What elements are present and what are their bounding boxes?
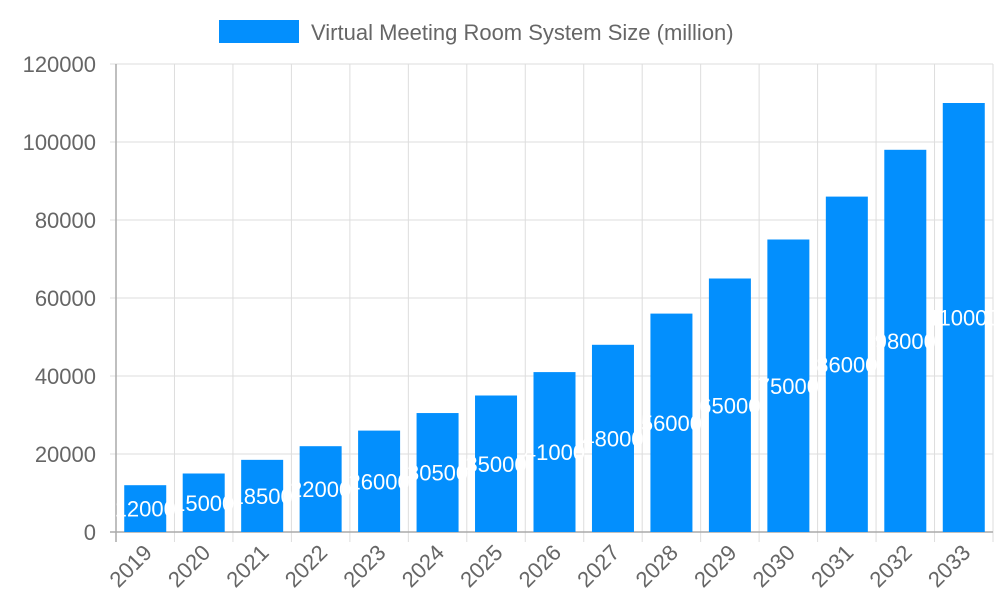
data-label: 98000	[875, 329, 936, 354]
bar-2031	[825, 196, 868, 532]
x-tick-label: 2033	[923, 540, 975, 592]
bar-2023	[358, 430, 401, 532]
x-tick-label: 2019	[104, 540, 156, 592]
x-tick-label: 2023	[338, 540, 390, 592]
data-label: 56000	[641, 411, 702, 436]
data-label: 12000	[115, 497, 176, 522]
y-tick-label: 120000	[23, 52, 96, 77]
x-tick-label: 2021	[221, 540, 273, 592]
data-label: 75000	[758, 374, 819, 399]
bar-2024	[416, 413, 459, 532]
x-tick-label: 2020	[163, 540, 215, 592]
bar-2028	[650, 313, 693, 532]
bar-2021	[241, 459, 284, 532]
data-label: 35000	[465, 452, 526, 477]
x-tick-label: 2025	[455, 540, 507, 592]
bar-2029	[708, 278, 751, 532]
y-tick-label: 80000	[35, 208, 96, 233]
x-tick-label: 2030	[748, 540, 800, 592]
bar-2020	[182, 473, 225, 532]
legend-swatch	[219, 20, 299, 43]
data-label: 48000	[582, 426, 643, 451]
x-tick-label: 2029	[689, 540, 741, 592]
x-tick-label: 2027	[572, 540, 624, 592]
x-tick-label: 2024	[397, 540, 449, 592]
y-tick-label: 60000	[35, 286, 96, 311]
data-label: 30500	[407, 461, 468, 486]
x-tick-label: 2026	[514, 540, 566, 592]
bar-2026	[533, 372, 576, 532]
y-tick-label: 40000	[35, 364, 96, 389]
y-tick-label: 100000	[23, 130, 96, 155]
y-tick-label: 0	[84, 520, 96, 545]
bar-2019	[124, 485, 167, 532]
bar-2025	[475, 395, 518, 532]
legend-label: Virtual Meeting Room System Size (millio…	[311, 20, 734, 45]
x-tick-label: 2022	[280, 540, 332, 592]
bar-2030	[767, 239, 810, 532]
x-tick-label: 2028	[631, 540, 683, 592]
bar-2027	[591, 344, 634, 532]
data-label: 86000	[816, 352, 877, 377]
data-label: 110000	[928, 306, 1000, 331]
x-tick-label: 2031	[806, 540, 858, 592]
x-tick-label: 2032	[865, 540, 917, 592]
bar-2032	[884, 149, 927, 533]
data-label: 65000	[699, 393, 760, 418]
bar-2022	[299, 446, 342, 532]
data-label: 26000	[349, 469, 410, 494]
bar-2033	[942, 103, 985, 532]
data-label: 18500	[232, 484, 293, 509]
y-tick-label: 20000	[35, 442, 96, 467]
data-label: 22000	[290, 477, 351, 502]
data-label: 15000	[173, 491, 234, 516]
data-label: 41000	[524, 440, 585, 465]
